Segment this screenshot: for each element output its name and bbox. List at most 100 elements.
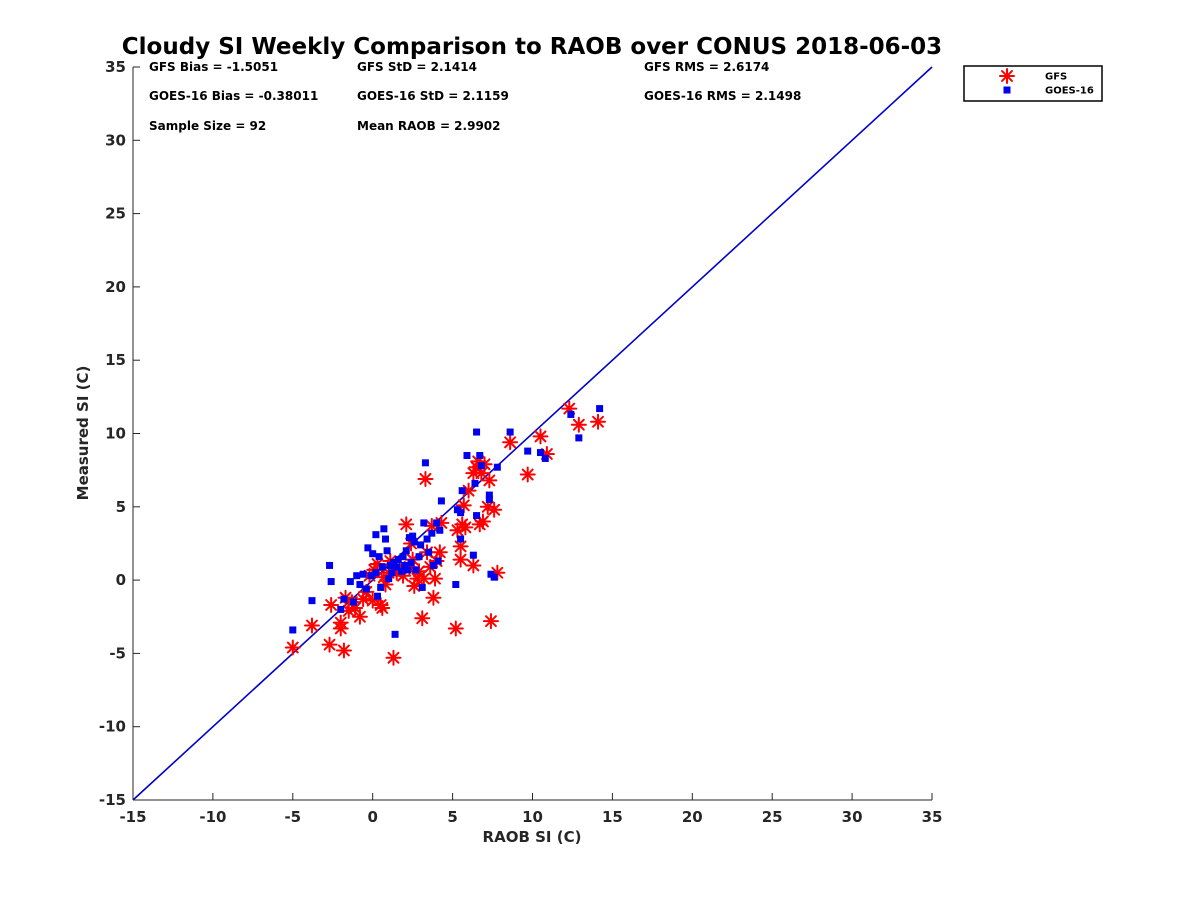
goes16-point [437,497,445,505]
goes16-point [541,454,549,462]
gfs-point [332,620,349,637]
goes16-point [353,572,361,580]
plot-area [132,66,933,801]
goes16-point [485,491,493,499]
goes16-point [428,529,436,537]
goes16-point [372,531,380,539]
legend-label: GOES-16 [1045,86,1094,97]
gfs-point [385,649,402,666]
goes16-point [383,547,391,555]
gfs-point [502,434,519,451]
statistics-block: GFS Bias = -1.5051 GFS StD = 2.1414 GFS RM… [149,60,801,133]
y-axis-label: Measured SI (C) [74,366,92,501]
goes16-point [457,509,465,517]
goes16-point [433,519,441,527]
goes16-point [485,495,493,503]
gfs-point [321,636,338,653]
goes16-point [567,410,575,418]
gfs-point [486,501,503,518]
x-tick-label: 25 [762,808,783,826]
goes16-point [308,597,316,605]
goes16-point [423,535,431,543]
goes16-point [458,487,466,495]
gfs-point [447,620,464,637]
goes16-point [409,532,417,540]
goes16-point [506,428,514,436]
gfs-point [570,416,587,433]
gfs-point [561,400,578,417]
gfs-point [465,557,482,574]
goes16-point [369,550,377,558]
goes16-point [399,553,407,561]
legend-box [963,65,1103,102]
gfs-point [284,639,301,656]
y-tick-label: -5 [109,644,126,662]
goes16-point [425,548,433,556]
goes16-point [473,428,481,436]
stat-text: GFS Bias = -1.5051 [149,60,278,74]
goes16-point [391,630,399,638]
goes16-point [381,535,389,543]
goes16-point [418,583,426,591]
goes16-point [346,578,354,586]
goes16-point [412,566,420,574]
gfs-point [532,428,549,445]
x-tick-label: 35 [922,808,943,826]
x-tick-label: -10 [199,808,226,826]
y-tick-label: 30 [105,131,126,149]
goes16-point [289,626,297,634]
x-tick-label: 10 [522,808,543,826]
goes16-point [575,434,583,442]
goes16-point [469,551,477,559]
goes16-point [385,575,393,583]
goes16-point [380,525,388,533]
goes16-point [463,451,471,459]
goes16-point [434,557,442,565]
gfs-point [323,597,340,614]
legend: GFS GOES-16 [963,65,1103,102]
goes16-point [377,583,385,591]
y-tick-label: 20 [105,278,126,296]
goes16-point [397,567,405,575]
x-tick-label: -5 [284,808,301,826]
goes16-point [367,572,375,580]
x-tick-label: 20 [682,808,703,826]
goes16-point [394,556,402,564]
gfs-point [519,466,536,483]
goes16-point [402,547,410,555]
goes16-point [362,585,370,593]
goes16-point [415,553,423,561]
gfs-point [481,472,498,489]
goes16-point [493,463,501,471]
goes16-point [524,447,532,455]
goes16-point [471,479,479,487]
x-axis-label: RAOB SI (C) [483,828,582,846]
legend-goes16-marker [1003,86,1011,94]
goes16-point [326,561,334,569]
goes16-point [436,526,444,534]
gfs-point [351,608,368,625]
x-tick-label: -15 [119,808,146,826]
goes16-point [401,561,409,569]
goes16-point [389,559,397,567]
goes16-point [373,592,381,600]
stat-text: GOES-16 RMS = 2.1498 [644,89,801,103]
y-tick-label: -10 [99,718,126,736]
gfs-point [398,516,415,533]
goes16-point [350,598,358,606]
goes16-point [596,405,604,413]
chart-title: Cloudy SI Weekly Comparison to RAOB over… [122,34,942,60]
goes16-point [388,569,396,577]
y-tick-label: -15 [99,791,126,809]
goes16-point [327,578,335,586]
axis-ticks: -15 -10 -5 0 5 10 15 20 25 30 35 -15 -10 -5 0 5 10 15 20 25… [99,58,943,826]
stat-text: GFS StD = 2.1414 [357,60,477,74]
gfs-point [374,599,391,616]
goes16-point [410,538,418,546]
gfs-point [414,610,431,627]
goes16-point [359,570,367,578]
gfs-point [303,617,320,634]
one-to-one-line [132,66,933,801]
legend-label: GFS [1045,72,1067,83]
